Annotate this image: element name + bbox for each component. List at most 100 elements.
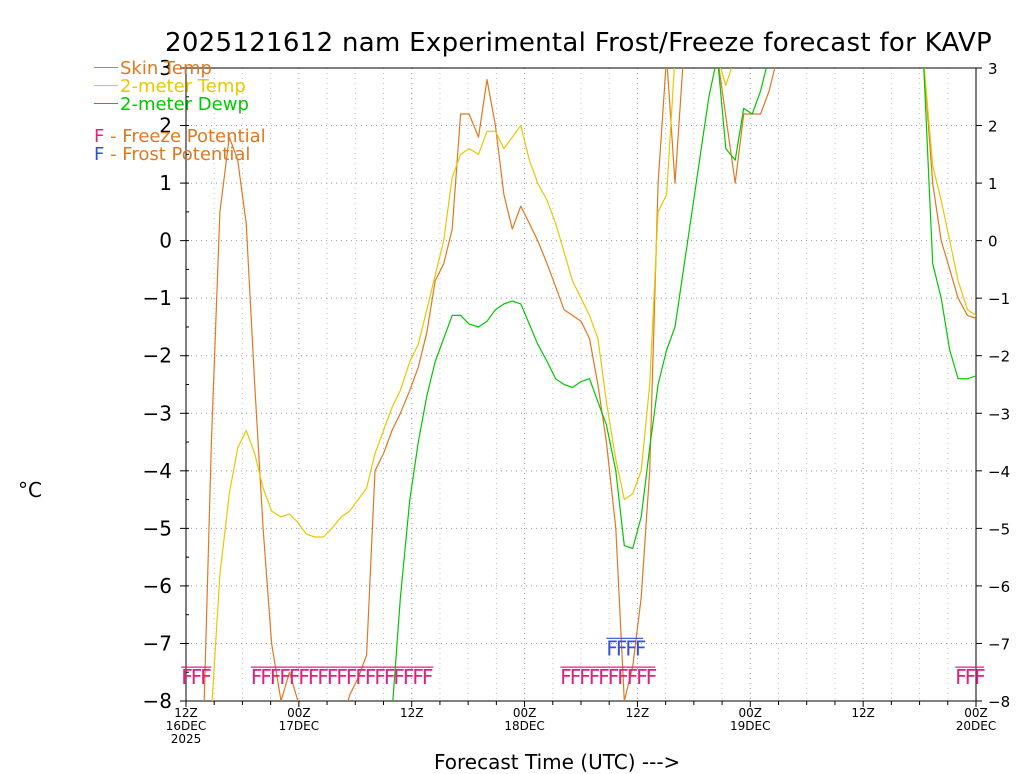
legend-skin-swatch [94,66,118,68]
legend-frost-potential: F - Frost Potential [94,146,250,164]
freeze-potential-letter: F [317,665,329,689]
freeze-potential-letter: F [200,665,212,689]
legend-freeze-text: - Freeze Potential [110,126,266,147]
y-tick-label-right: −1 [988,290,1010,308]
y-tick-label-left: 3 [159,56,172,80]
x-tick-label: 00Z [513,706,537,720]
x-tick-date-label: 16DEC [166,719,206,733]
series-lines [203,68,976,701]
y-axis-label: °C [18,478,42,502]
y-tick-label-right: −8 [988,693,1010,711]
frost-potential-letter: F [635,636,647,660]
freeze-potential-letter: F [191,665,203,689]
freeze-potential-letter: F [327,665,339,689]
freeze-potential-letter: F [617,665,629,689]
y-tick-label-right: −5 [988,520,1010,538]
legend-2m-dewp: 2-meter Dewp [94,96,249,114]
y-tick-label-right: −4 [988,463,1010,481]
y-tick-label-left: 0 [159,229,172,253]
legend-temp-swatch [94,84,118,86]
x-tick-label: 00Z [287,706,311,720]
freeze-potential-letter: F [403,665,415,689]
x-tick-date-label: 18DEC [504,719,544,733]
freeze-potential-letter: F [336,665,348,689]
x-tick-year-label: 2025 [171,732,202,746]
y-tick-label-left: −5 [143,516,172,540]
freeze-potential-letter: F [270,665,282,689]
x-tick-date-label: 17DEC [279,719,319,733]
freeze-potential-letter: F [560,665,572,689]
freeze-potential-letter: F [579,665,591,689]
freeze-potential-letter: F [598,665,610,689]
freeze-potential-letter: F [260,665,272,689]
legend-temp-label: 2-meter Temp [120,76,246,97]
frost-potential-letter: F [616,636,628,660]
freeze-potential-letter: F [646,665,658,689]
x-tick-label: 00Z [739,706,763,720]
freeze-potential-letter: F [422,665,434,689]
grid-lines [186,67,976,702]
freeze-potential-letter: F [955,665,967,689]
freeze-potential-letter: F [355,665,367,689]
freeze-potential-letter: F [374,665,386,689]
y-tick-label-left: −6 [143,574,172,598]
y-tick-label-right: −6 [988,578,1010,596]
y-tick-label-left: 1 [159,171,172,195]
freeze-potential-letter: F [365,665,377,689]
y-axis-right: −8 −7 −6 −5 −4 −3 −2 −1 0 1 2 3 [976,60,1010,711]
x-tick-date-label: 19DEC [730,719,770,733]
y-tick-label-right: 1 [988,175,998,193]
freeze-potential-letter: F [412,665,424,689]
y-tick-label-right: 3 [988,60,998,78]
legend-skin-temp: Skin Temp [94,60,212,78]
y-tick-label-left: −7 [143,631,172,655]
frost-potential-letter: F [606,636,618,660]
series-line-dewp [392,68,976,701]
chart-title: 2025121612 nam Experimental Frost/Freeze… [165,28,993,58]
y-axis-left: −8 −7 −6 −5 −4 −3 −2 −1 0 1 2 3 [143,56,189,713]
legend-frost-text: - Frost Potential [110,144,251,165]
freeze-potential-letter: F [608,665,620,689]
x-tick-label: 12Z [851,706,875,720]
freeze-potential-letter: F [974,665,986,689]
legend-freeze-letter: F [94,126,105,147]
freeze-potential-letter: F [393,665,405,689]
y-tick-label-right: −7 [988,635,1010,653]
freeze-potential-letter: F [308,665,320,689]
x-tick-label: 12Z [626,706,650,720]
x-axis-title: Forecast Time (UTC) ---> [434,750,681,774]
freeze-potential-letter: F [346,665,358,689]
y-tick-label-right: 0 [988,233,998,251]
freeze-potential-letter: F [298,665,310,689]
freeze-potential-letter: F [965,665,977,689]
y-tick-label-right: −3 [988,405,1010,423]
y-tick-label-left: 2 [159,114,172,138]
y-tick-label-left: −2 [143,344,172,368]
x-tick-label: 12Z [174,706,198,720]
freeze-potential-letter: F [570,665,582,689]
series-line-skin [203,68,976,701]
freeze-potential-letter: F [589,665,601,689]
x-tick-label: 00Z [964,706,988,720]
series-line-temp [211,68,976,701]
y-tick-label-left: −3 [143,401,172,425]
legend-skin-label: Skin Temp [120,58,212,79]
y-tick-label-right: 2 [988,118,998,136]
freeze-potential-letter: F [251,665,263,689]
legend-dewp-label: 2-meter Dewp [120,94,249,115]
freeze-potential-letter: F [181,665,193,689]
x-tick-date-label: 20DEC [956,719,996,733]
plot-frame [185,67,977,702]
y-tick-label-right: −2 [988,348,1010,366]
freeze-potential-letter: F [289,665,301,689]
frost-potential-letter: F [625,636,637,660]
legend-freeze-potential: F - Freeze Potential [94,128,266,146]
legend-dewp-swatch [94,102,118,104]
freeze-potential-letter: F [636,665,648,689]
legend-2m-temp: 2-meter Temp [94,78,246,96]
legend-frost-letter: F [94,144,105,165]
freeze-potential-letter: F [279,665,291,689]
